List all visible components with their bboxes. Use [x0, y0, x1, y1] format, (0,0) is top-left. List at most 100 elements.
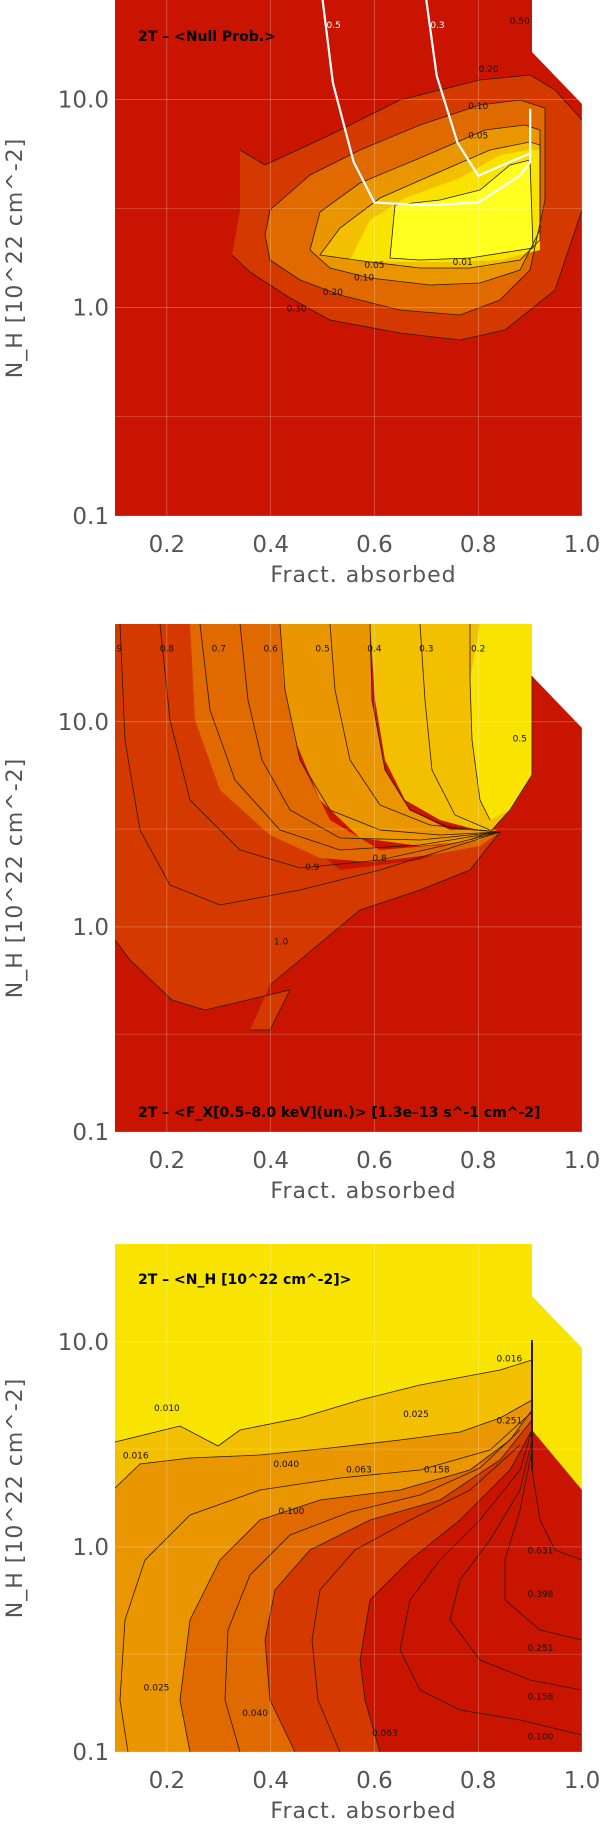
contour-line — [531, 1469, 582, 1561]
y-axis-title: N_H [10^22 cm^-2] — [3, 138, 28, 378]
x-axis-title: Fract. absorbed — [270, 563, 456, 588]
panel-title: 2T – <F_X[0.5–8.0 keV](un.)> [1.3e–13 s^… — [138, 1105, 540, 1121]
panel-null-prob-plot: 0.5 0.3 0.010.050.100.200.300.050.100.200… — [115, 0, 582, 516]
contour-line — [119, 624, 501, 906]
y-tick-label: 0.1 — [72, 1740, 109, 1766]
contour-line — [115, 1399, 533, 1489]
contour-label: 0.50 — [510, 17, 530, 27]
contour-line — [469, 676, 533, 841]
contour-label: 0.05 — [364, 261, 384, 271]
fill-level-6 — [390, 160, 533, 260]
axes: 0.2 0.4 0.6 0.8 1.0 0.1 1.0 10.0 Fract. absorbed… — [3, 87, 600, 1824]
null-prob-label: 0.3 — [430, 21, 444, 31]
x-tick-label: 0.4 — [252, 1768, 289, 1794]
y-tick-label: 1.0 — [72, 296, 109, 322]
y-tick-label: 10.0 — [58, 710, 109, 736]
contour-line — [239, 624, 501, 841]
contour-label: 0.10 — [468, 102, 488, 112]
contour-label: 0.398 — [528, 1590, 554, 1600]
contour-label: 0.30 — [287, 304, 307, 314]
y-tick-label: 1.0 — [72, 915, 109, 941]
x-tick-label: 0.8 — [460, 532, 497, 558]
x-tick-label: 0.6 — [356, 532, 393, 558]
contour-line — [269, 831, 501, 986]
contour-label: 0.3 — [419, 645, 433, 655]
fill-level-3 — [280, 624, 500, 846]
contour-line — [179, 1409, 533, 1752]
contour-label: 0.2 — [471, 645, 485, 655]
contour-label: 0.040 — [273, 1460, 299, 1470]
contour-line — [199, 624, 501, 851]
grid-lines — [115, 1244, 582, 1752]
contour-label: 0.8 — [372, 854, 387, 864]
contour-line — [399, 1429, 582, 1736]
x-tick-label: 0.6 — [356, 1148, 393, 1174]
contour-label: 0.025 — [144, 1683, 170, 1693]
y-axis-title: N_H [10^22 cm^-2] — [3, 1378, 28, 1618]
contour-label: 0.100 — [528, 1733, 554, 1743]
contour-label: 0.9 — [108, 645, 123, 655]
contour-label: 0.063 — [346, 1466, 372, 1476]
contour-label: 0.158 — [528, 1693, 554, 1703]
contour-line — [264, 1419, 533, 1752]
contour-lines — [115, 1340, 582, 1752]
contour-label: 0.8 — [160, 645, 175, 655]
contour-line — [115, 1359, 533, 1447]
panel-title: 2T – <Null Prob.> — [138, 29, 276, 45]
y-tick-label: 0.1 — [72, 504, 109, 530]
panel-nh: 0.010 0.016 0.016 0.025 0.040 0.063 0.100 0.158… — [115, 1244, 582, 1752]
x-tick-label: 1.0 — [564, 1768, 600, 1794]
contour-label: 0.4 — [367, 645, 382, 655]
contour-line — [311, 1444, 521, 1752]
contour-label: 0.20 — [479, 65, 499, 75]
contour-line — [115, 939, 291, 1031]
contour-label: 0.016 — [123, 1451, 149, 1461]
contour-line — [119, 1411, 533, 1752]
panel-flux-plot: 0.9 0.8 0.7 0.6 0.5 0.4 0.3 0.2 0.5 0.8 0.9 1.0 — [108, 624, 582, 1132]
contour-label: 0.01 — [453, 258, 473, 268]
x-tick-label: 1.0 — [564, 1148, 600, 1174]
grid-lines — [115, 0, 582, 516]
contour-label: 0.063 — [372, 1729, 398, 1739]
contour-labels: 0.010 0.016 0.016 0.025 0.040 0.063 0.100 0.158… — [123, 1355, 554, 1743]
contour-label: 0.016 — [496, 1355, 522, 1365]
blank-corner — [532, 1244, 582, 1348]
contour-lines — [115, 624, 533, 1031]
contour-label: 0.5 — [315, 645, 329, 655]
contour-label: 0.6 — [264, 645, 279, 655]
contour-label: 0.9 — [305, 863, 320, 873]
contour-label: 0.251 — [528, 1644, 554, 1654]
contour-line — [279, 624, 501, 836]
contour-line — [159, 624, 501, 869]
contour-label: 0.7 — [212, 645, 226, 655]
y-tick-label: 10.0 — [58, 1330, 109, 1356]
contour-line — [504, 1449, 582, 1641]
fill-level-2 — [190, 624, 500, 862]
grid-lines — [115, 624, 582, 1132]
x-axis-title: Fract. absorbed — [270, 1179, 456, 1204]
contour-label: 0.20 — [323, 288, 343, 298]
panel-nh-plot: 0.010 0.016 0.016 0.025 0.040 0.063 0.100 0.158… — [115, 1244, 582, 1752]
x-axis-title: Fract. absorbed — [270, 1799, 456, 1824]
contour-label: 0.100 — [279, 1507, 305, 1517]
contour-labels: 0.9 0.8 0.7 0.6 0.5 0.4 0.3 0.2 0.5 0.8 0.9 1.0 — [108, 645, 527, 948]
contour-label: 0.10 — [354, 274, 374, 284]
panel-null-prob: 0.5 0.3 0.010.050.100.200.300.050.100.200… — [115, 0, 582, 516]
contour-line — [329, 624, 501, 833]
contour-label: 0.010 — [154, 1404, 180, 1414]
contour-line — [264, 99, 546, 316]
y-tick-label: 0.1 — [72, 1120, 109, 1146]
y-axis-title: N_H [10^22 cm^-2] — [3, 758, 28, 998]
panel-title: 2T – <N_H [10^22 cm^-2]> — [138, 1272, 351, 1288]
contour-line — [231, 209, 582, 341]
null-prob-label: 0.5 — [327, 21, 341, 31]
blank-corner — [532, 624, 582, 728]
x-tick-label: 0.8 — [460, 1148, 497, 1174]
null-prob-curves: 0.5 0.3 — [321, 0, 532, 207]
y-tick-label: 1.0 — [72, 1535, 109, 1561]
contour-line — [319, 141, 541, 269]
x-tick-label: 0.4 — [252, 1148, 289, 1174]
x-tick-label: 0.2 — [149, 1148, 186, 1174]
x-tick-label: 0.2 — [149, 1768, 186, 1794]
